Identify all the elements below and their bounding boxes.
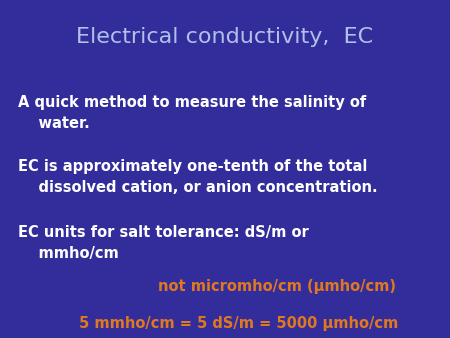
Text: Electrical conductivity,  EC: Electrical conductivity, EC <box>76 27 373 47</box>
Text: EC is approximately one-tenth of the total
    dissolved cation, or anion concen: EC is approximately one-tenth of the tot… <box>18 159 378 195</box>
Text: EC units for salt tolerance: dS/m or
    mmho/cm: EC units for salt tolerance: dS/m or mmh… <box>18 225 309 261</box>
Text: not micromho/cm (μmho/cm): not micromho/cm (μmho/cm) <box>158 279 396 294</box>
Text: 5 mmho/cm = 5 dS/m = 5000 μmho/cm: 5 mmho/cm = 5 dS/m = 5000 μmho/cm <box>79 316 398 331</box>
Text: A quick method to measure the salinity of
    water.: A quick method to measure the salinity o… <box>18 95 366 131</box>
